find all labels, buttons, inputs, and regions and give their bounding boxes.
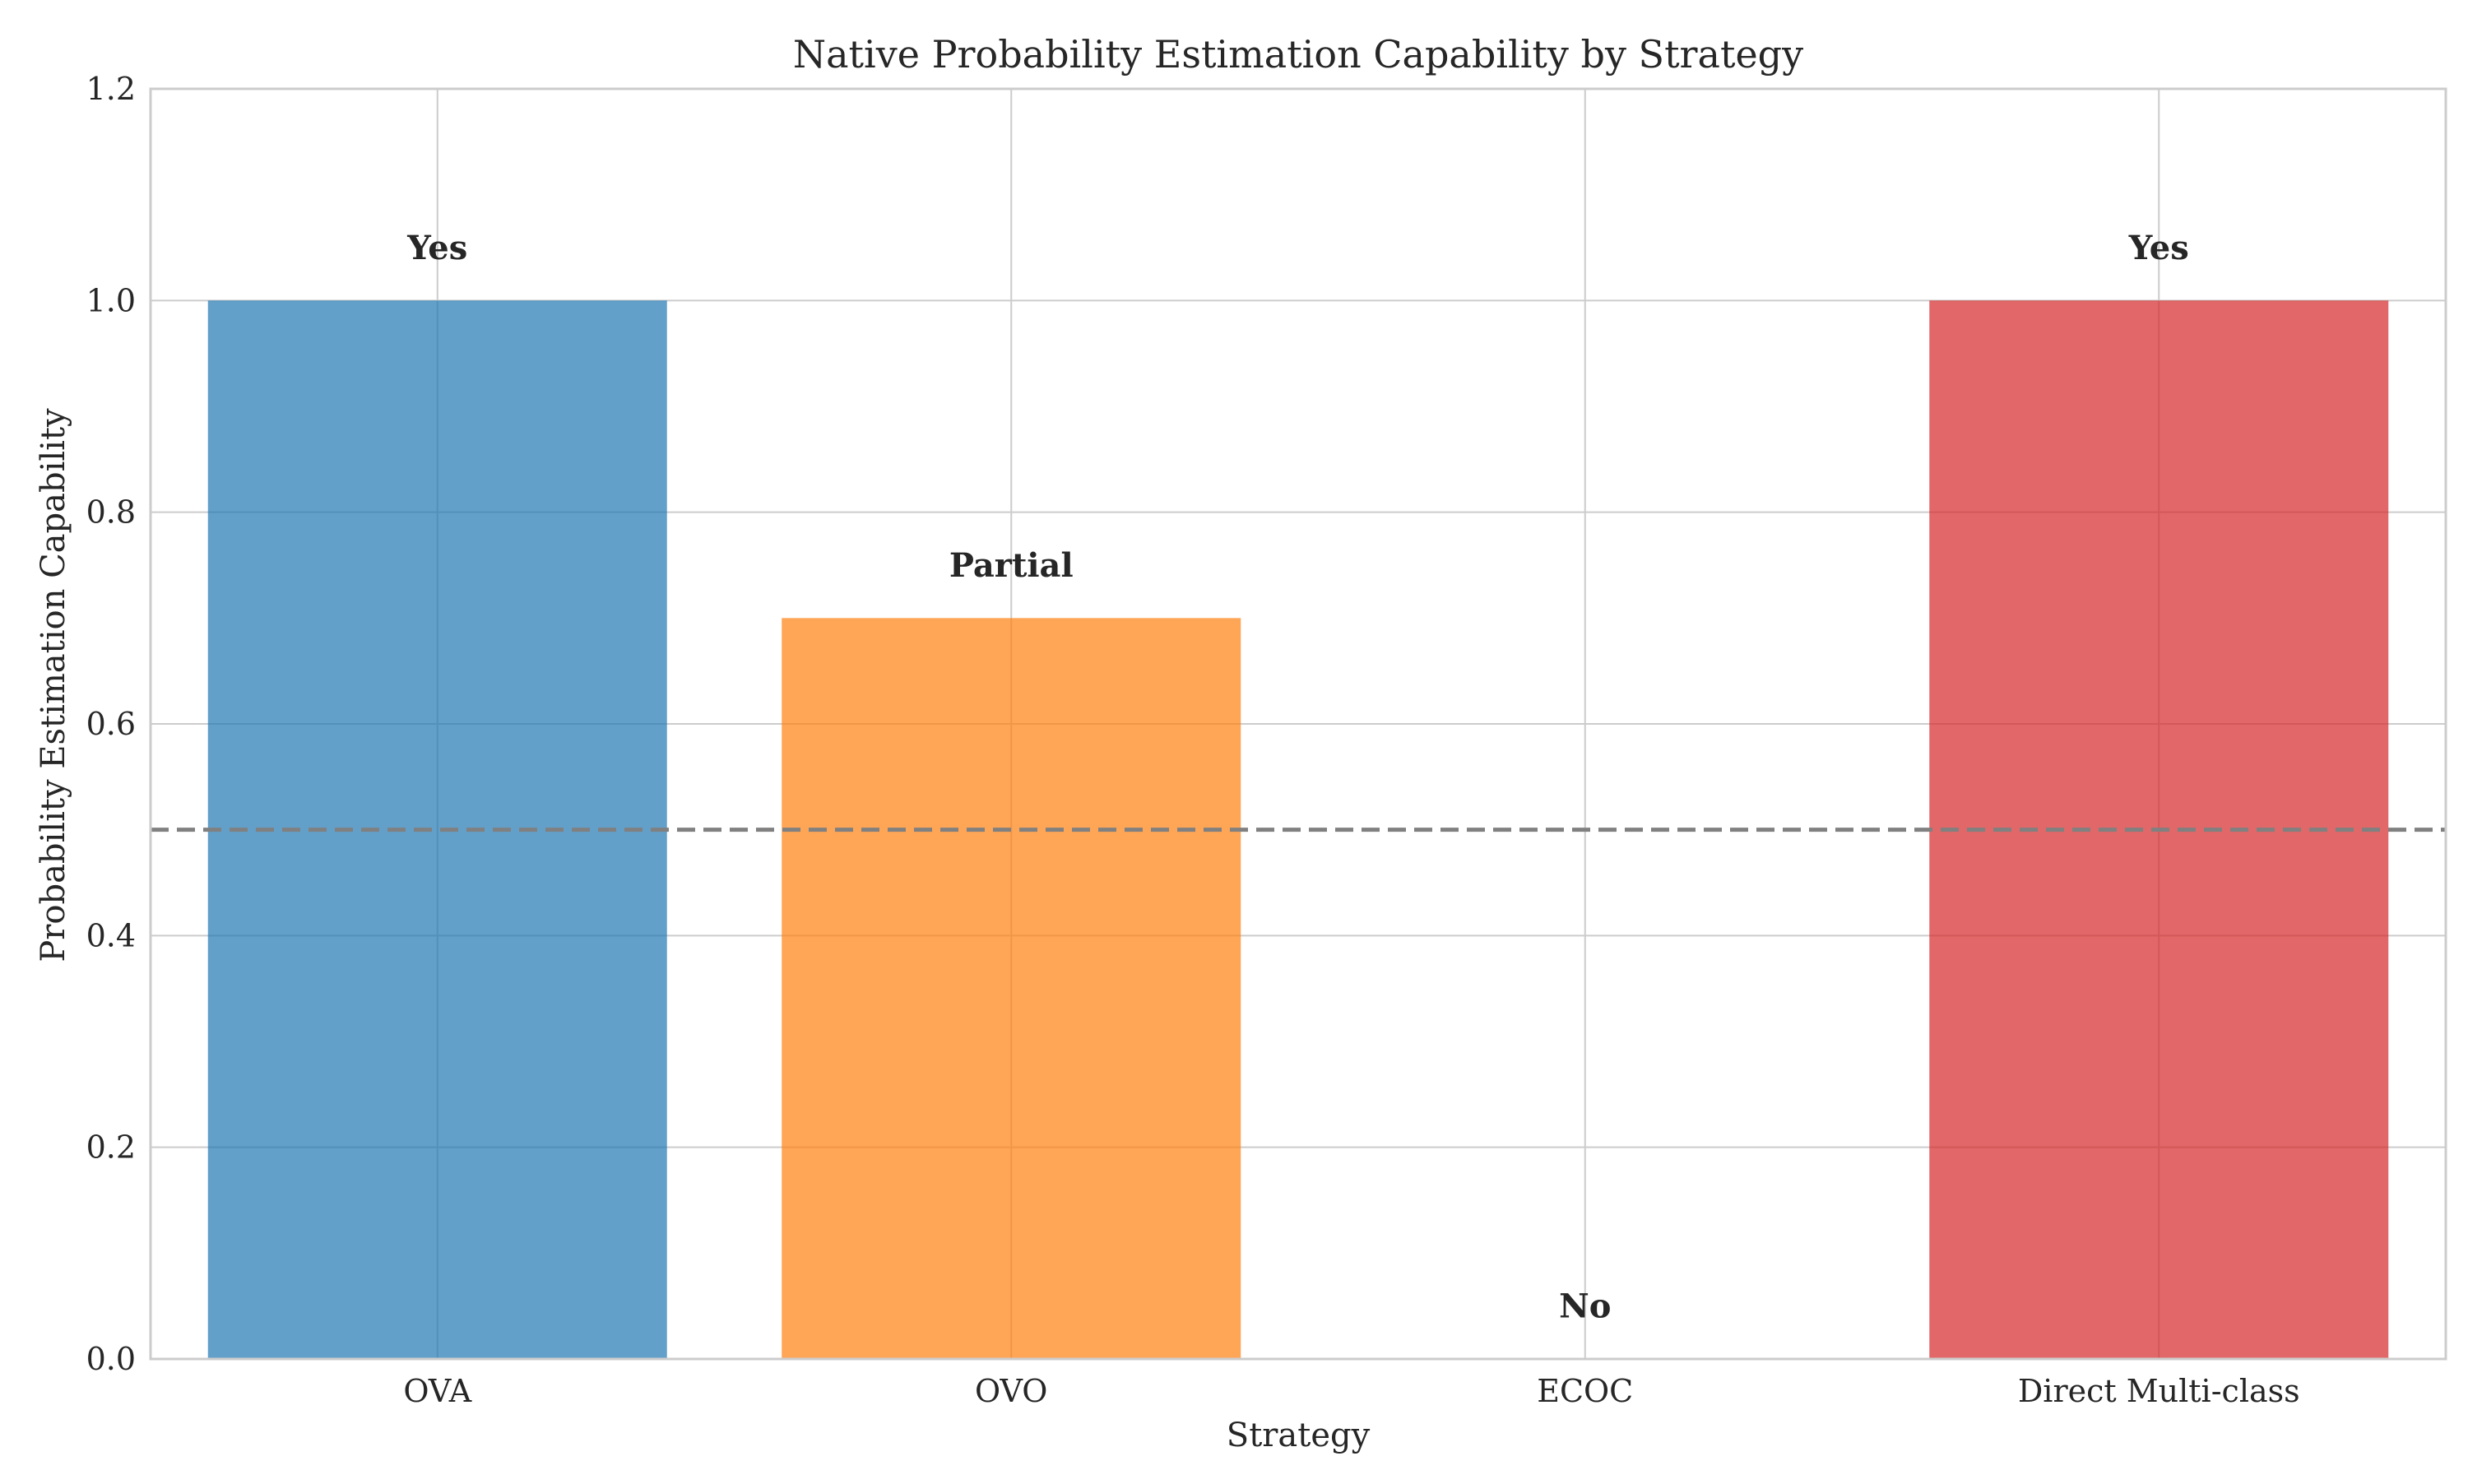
bar-value-labels: Yes Partial No Yes (406, 229, 2189, 1326)
y-tick-label: 0.4 (86, 917, 136, 953)
bar-label: No (1559, 1287, 1611, 1326)
chart-title: Native Probability Estimation Capability… (793, 32, 1803, 77)
x-tick-label: Direct Multi-class (2018, 1373, 2300, 1409)
plot-frame (149, 87, 2447, 1361)
x-tick-label: OVA (403, 1373, 471, 1409)
y-tick-label: 0.0 (86, 1341, 136, 1377)
bar-ovo (782, 618, 1241, 1359)
y-tick-label: 1.0 (86, 282, 136, 318)
bar-label: Yes (2128, 229, 2189, 267)
y-tick-label: 0.6 (86, 706, 136, 742)
tick-labels: 0.0 0.2 0.4 0.6 0.8 1.0 1.2 OVA OVO ECOC Direct Mu… (86, 71, 2300, 1409)
y-tick-label: 0.8 (86, 494, 136, 531)
x-tick-label: ECOC (1537, 1373, 1633, 1409)
y-tick-label: 0.2 (86, 1129, 136, 1166)
x-axis-label: Strategy (1227, 1417, 1371, 1454)
plot-border (149, 87, 2447, 1361)
y-axis-label: Probability Estimation Capability (35, 408, 72, 962)
bar-label: Partial (949, 546, 1074, 585)
x-tick-label: OVO (975, 1373, 1047, 1409)
bar-label: Yes (406, 229, 467, 267)
y-tick-label: 1.2 (86, 71, 136, 107)
